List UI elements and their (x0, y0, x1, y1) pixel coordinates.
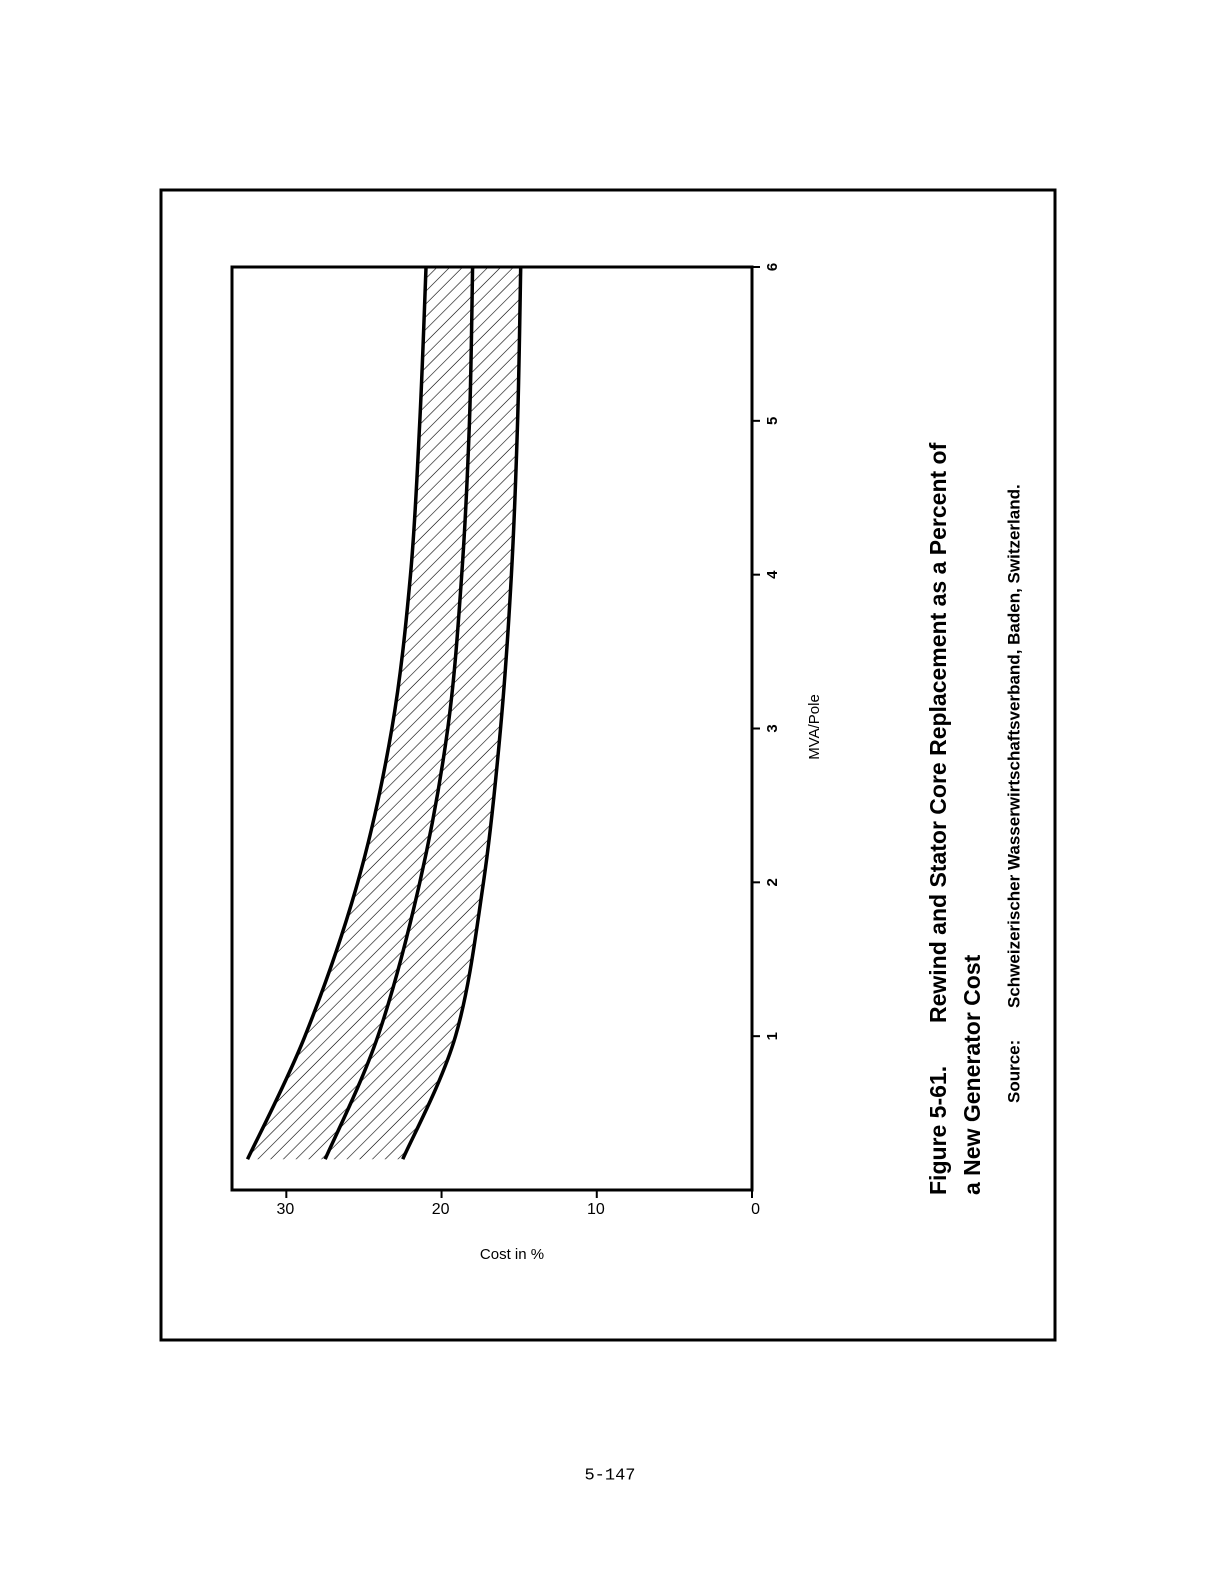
curve (245, 266, 428, 1160)
figure-frame (159, 188, 1057, 1342)
y-tick-label: 30 (277, 1201, 295, 1218)
source-label: Source: (1004, 1040, 1023, 1103)
figure-label: Figure 5-61. (925, 1066, 951, 1195)
y-tick-label: 20 (432, 1201, 450, 1218)
x-tick-label: 4 (764, 570, 781, 579)
x-tick-label: 6 (764, 263, 781, 271)
y-tick-label: 0 (751, 1201, 760, 1218)
y-axis-label: Cost in % (480, 1246, 544, 1263)
x-axis-label: MVA/Pole (806, 694, 823, 760)
x-tick-label: 2 (764, 878, 781, 886)
caption-title: Rewind and Stator Core Replacement as a … (925, 442, 951, 1023)
source-text: Schweizerischer Wasserwirtschaftsverband… (1004, 484, 1023, 1008)
band-fill (247, 267, 521, 1160)
curve (401, 266, 523, 1160)
y-tick-label: 10 (587, 1201, 605, 1218)
x-tick-label: 5 (764, 417, 781, 425)
x-tick-label: 3 (764, 724, 781, 732)
page-number: 5-147 (584, 1466, 635, 1485)
curve (323, 266, 475, 1160)
caption-title: a New Generator Cost (959, 954, 985, 1195)
rotated-chart: 1 2 3 4 5 6 0 10 20 30 MVA/Pole Cost in % Figure 5-6… (230, 263, 1023, 1263)
x-tick-label: 1 (764, 1032, 781, 1040)
